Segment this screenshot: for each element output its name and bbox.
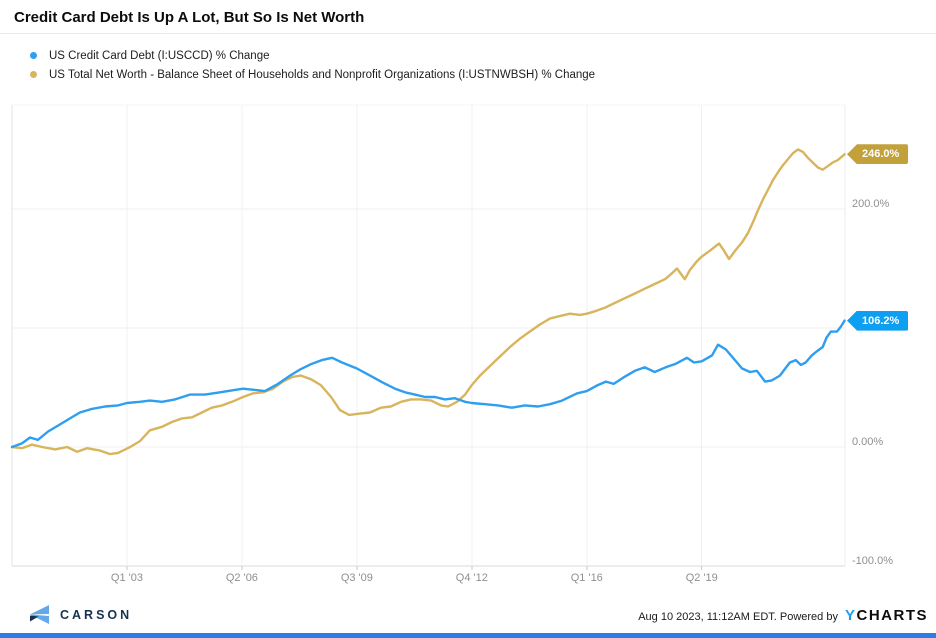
legend-label-credit-card: US Credit Card Debt (I:USCCD) % Change — [49, 49, 270, 62]
legend: US Credit Card Debt (I:USCCD) % Change U… — [30, 46, 595, 84]
legend-item-credit-card-debt: US Credit Card Debt (I:USCCD) % Change — [30, 46, 595, 65]
x-axis-tick-label: Q1 '03 — [110, 572, 143, 584]
carson-brand: CARSON — [28, 605, 132, 625]
net-worth-line — [10, 148, 846, 456]
carson-brand-text: CARSON — [60, 608, 133, 622]
y-axis-tick-label: 200.0% — [852, 198, 890, 210]
x-axis-tick-label: Q3 '09 — [340, 572, 373, 584]
legend-item-net-worth: US Total Net Worth - Balance Sheet of Ho… — [30, 65, 595, 84]
credit-card-end-value-badge: 106.2% — [847, 310, 909, 331]
x-axis-tick-label: Q4 '12 — [455, 572, 488, 584]
powered-by: Aug 10 2023, 11:12AM EDT. Powered by YCH… — [638, 607, 928, 624]
carson-logo-icon — [30, 605, 49, 624]
ycharts-y-glyph: Y — [844, 606, 857, 624]
legend-dot-net-worth — [30, 71, 37, 78]
ycharts-logo: YCHARTS — [845, 607, 928, 624]
x-axis-tick-label: Q1 '16 — [570, 572, 603, 584]
footer-accent-bar — [0, 633, 936, 638]
y-axis-tick-label: 0.00% — [852, 436, 884, 448]
ycharts-wordmark: CHARTS — [856, 606, 928, 624]
timestamp-text: Aug 10 2023, 11:12AM EDT. Powered by — [638, 610, 838, 623]
net-worth-end-value-badge: 246.0% — [847, 144, 909, 165]
footer: CARSON Aug 10 2023, 11:12AM EDT. Powered… — [0, 599, 936, 631]
x-axis-tick-label: Q2 '06 — [225, 572, 258, 584]
page-title: Credit Card Debt Is Up A Lot, But So Is … — [14, 9, 365, 26]
credit-card-debt-line — [10, 319, 846, 449]
legend-dot-credit-card — [30, 52, 37, 59]
x-axis-tick-label: Q2 '19 — [685, 572, 718, 584]
header-divider — [0, 33, 936, 34]
y-axis-tick-label: -100.0% — [852, 555, 893, 567]
legend-label-net-worth: US Total Net Worth - Balance Sheet of Ho… — [49, 68, 596, 81]
